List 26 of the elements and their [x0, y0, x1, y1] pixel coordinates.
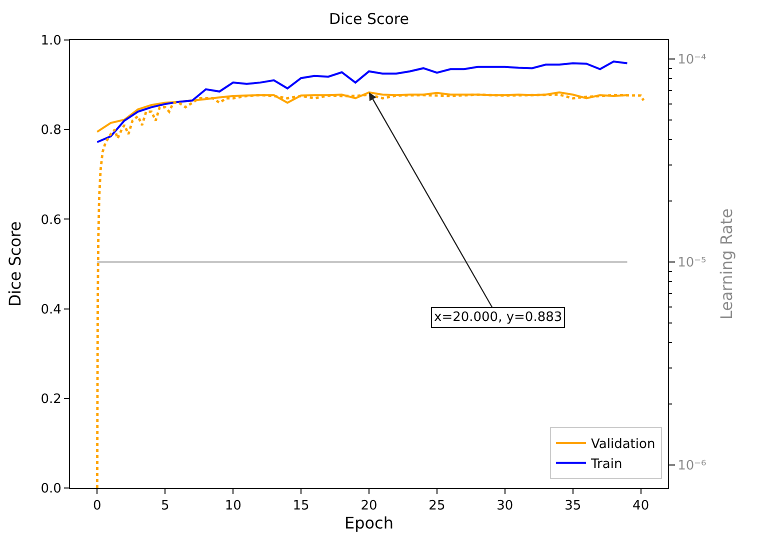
y-tick-label: 0.0: [40, 482, 62, 497]
chart-title: Dice Score: [329, 10, 409, 28]
legend-label: Train: [590, 456, 622, 472]
legend-label: Validation: [591, 437, 656, 452]
x-tick-label: 0: [93, 498, 102, 514]
x-tick-label: 15: [292, 498, 310, 514]
y2-tick-label: 10⁻⁴: [678, 52, 706, 68]
y-tick-label: 1.0: [40, 34, 62, 49]
x-tick-label: 5: [161, 498, 170, 514]
x-tick-label: 10: [224, 498, 242, 514]
y-tick-label: 0.4: [40, 302, 62, 318]
y2-axis-title: Learning Rate: [716, 208, 736, 320]
y2-tick-label: 10⁻⁵: [678, 256, 706, 271]
y2-tick-label: 10⁻⁶: [678, 458, 706, 474]
x-tick-label: 30: [496, 498, 514, 514]
x-tick-label: 20: [360, 498, 378, 514]
y-tick-label: 0.8: [40, 123, 62, 138]
x-axis-title: Epoch: [344, 514, 394, 533]
y-tick-label: 0.2: [40, 392, 62, 407]
y-axis-title: Dice Score: [6, 221, 25, 307]
x-tick-label: 35: [564, 498, 582, 514]
line-series: [96, 60, 628, 144]
annotation: x=20.000, y=0.883: [434, 310, 562, 325]
x-tick-label: 25: [428, 498, 446, 514]
x-tick-label: 40: [632, 498, 650, 514]
y-tick-label: 0.6: [40, 212, 62, 228]
